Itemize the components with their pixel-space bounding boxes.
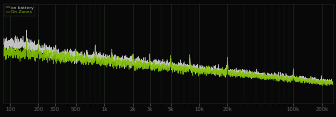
on battery — [289, 77, 293, 78]
On Zones — [331, 84, 335, 85]
on battery — [324, 82, 328, 83]
on battery — [39, 50, 43, 52]
on battery — [128, 67, 132, 68]
On Zones — [142, 68, 146, 69]
On Zones — [1, 56, 5, 58]
Line: on battery: on battery — [3, 30, 333, 86]
On Zones — [58, 63, 62, 64]
Line: On Zones: On Zones — [3, 41, 333, 86]
On Zones — [25, 40, 29, 42]
On Zones — [128, 60, 132, 62]
On Zones — [289, 78, 293, 79]
on battery — [24, 29, 28, 31]
on battery — [142, 63, 146, 64]
On Zones — [321, 85, 325, 86]
on battery — [1, 41, 5, 43]
on battery — [325, 85, 329, 86]
on battery — [58, 53, 62, 54]
Legend: on battery, On Zones: on battery, On Zones — [4, 4, 35, 16]
On Zones — [39, 51, 43, 53]
on battery — [331, 82, 335, 83]
On Zones — [324, 82, 328, 83]
